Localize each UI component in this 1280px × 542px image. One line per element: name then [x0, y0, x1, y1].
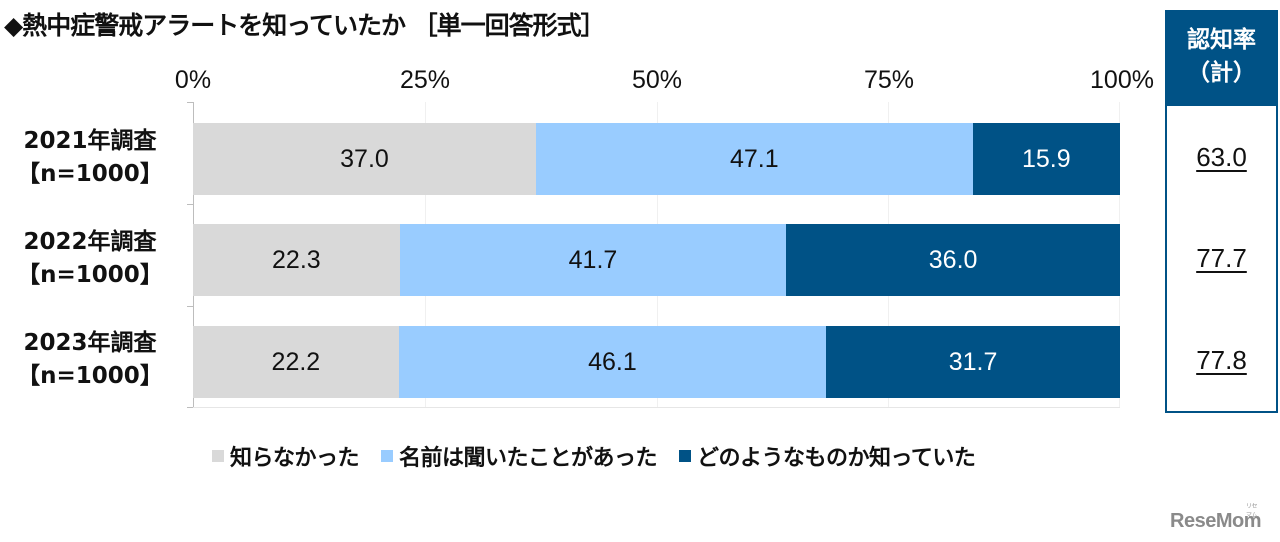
- chart-title: ◆熱中症警戒アラートを知っていたか ［単一回答形式］: [4, 11, 606, 40]
- awareness-rate-header: 認知率 （計）: [1167, 12, 1276, 106]
- bar-segment-did-not-know: 22.2: [193, 326, 399, 398]
- x-tick-75: 75%: [863, 66, 915, 94]
- bar-row-2023: 22.2 46.1 31.7: [193, 326, 1120, 398]
- bar-segment-knew-content: 15.9: [972, 123, 1120, 195]
- legend-item-heard-name: 名前は聞いたことがあった: [381, 440, 658, 472]
- resemom-logo: ReseMom リセマム: [1170, 504, 1261, 533]
- y-tick: [187, 306, 193, 307]
- legend-swatch-icon: [212, 450, 224, 462]
- x-axis-tick-labels: 0% 25% 50% 75% 100%: [0, 66, 1280, 96]
- legend-swatch-icon: [679, 450, 692, 462]
- awareness-rate-2021: 63.0: [1196, 142, 1247, 172]
- x-axis-line: [193, 407, 1120, 408]
- row-label-2022: 2022年調査 【n=1000】: [0, 226, 180, 292]
- row-label-year: 2021年調査: [23, 128, 157, 154]
- x-tick-25: 25%: [399, 66, 451, 94]
- awareness-rate-header-line2: （計）: [1187, 60, 1256, 86]
- bar-row-2022: 22.3 41.7 36.0: [193, 224, 1120, 296]
- bar-segment-did-not-know: 37.0: [193, 123, 536, 195]
- row-label-n: 【n=1000】: [17, 363, 163, 389]
- y-tick: [187, 204, 193, 205]
- row-label-n: 【n=1000】: [17, 262, 163, 288]
- row-label-2023: 2023年調査 【n=1000】: [0, 327, 180, 393]
- bar-segment-heard-name: 47.1: [535, 123, 973, 195]
- y-tick: [187, 102, 193, 103]
- row-label-2021: 2021年調査 【n=1000】: [0, 125, 180, 191]
- x-tick-100: 100%: [1090, 66, 1154, 94]
- bar-row-2021: 37.0 47.1 15.9: [193, 123, 1120, 195]
- legend: 知らなかった 名前は聞いたことがあった どのようなものか知っていた: [212, 440, 976, 472]
- row-label-year: 2022年調査: [23, 229, 157, 255]
- row-label-year: 2023年調査: [23, 330, 157, 356]
- legend-item-did-not-know: 知らなかった: [212, 440, 360, 472]
- bar-segment-did-not-know: 22.3: [193, 224, 400, 296]
- legend-swatch-icon: [381, 450, 394, 462]
- bar-segment-knew-content: 36.0: [786, 224, 1120, 296]
- legend-label: 名前は聞いたことがあった: [399, 446, 658, 471]
- logo-subtext: リセマム: [1246, 504, 1258, 519]
- row-label-n: 【n=1000】: [17, 161, 163, 187]
- bar-segment-heard-name: 41.7: [399, 224, 787, 296]
- awareness-rate-panel: 認知率 （計） 63.0 77.7 77.8: [1165, 10, 1278, 413]
- legend-label: どのようなものか知っていた: [697, 446, 976, 471]
- awareness-rate-header-line1: 認知率: [1187, 27, 1256, 53]
- legend-item-knew-content: どのようなものか知っていた: [679, 440, 976, 472]
- bar-segment-knew-content: 31.7: [826, 326, 1120, 398]
- logo-text: ReseMom: [1170, 510, 1261, 532]
- bar-segment-heard-name: 46.1: [398, 326, 827, 398]
- awareness-rate-2023: 77.8: [1196, 345, 1247, 375]
- awareness-rate-2022: 77.7: [1196, 243, 1247, 273]
- x-tick-50: 50%: [631, 66, 683, 94]
- legend-label: 知らなかった: [230, 446, 360, 471]
- plot-area: 37.0 47.1 15.9 22.3 41.7 36.0 22.2 46.1 …: [187, 102, 1120, 408]
- x-tick-0: 0%: [174, 66, 212, 94]
- y-tick: [187, 407, 193, 408]
